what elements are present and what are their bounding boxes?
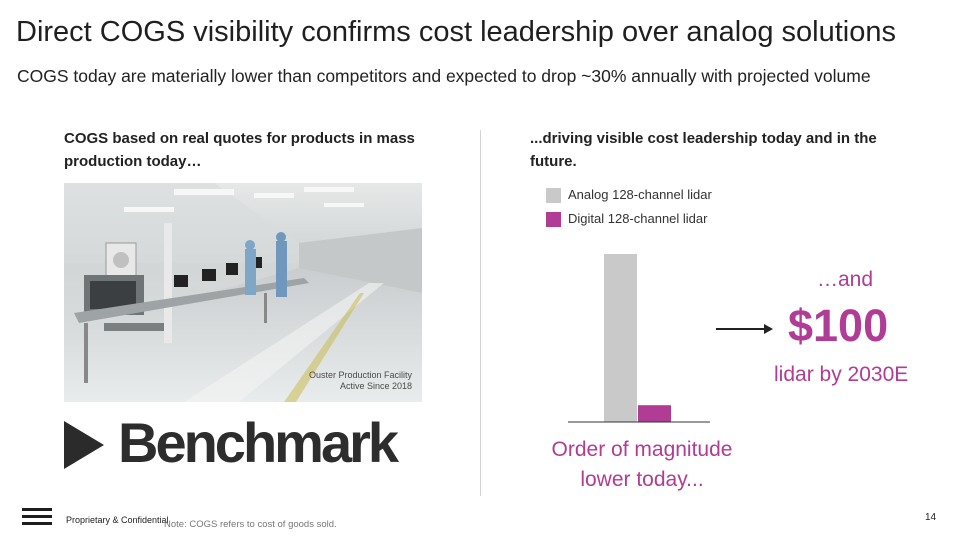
- magnitude-text: Order of magnitude lower today...: [532, 435, 752, 495]
- legend-label-digital: Digital 128-channel lidar: [568, 211, 708, 226]
- arrow-head-icon: [764, 324, 773, 334]
- page-number: 14: [925, 512, 937, 523]
- legend-swatch-digital: [546, 212, 561, 228]
- legend-label-analog: Analog 128-channel lidar: [568, 187, 712, 202]
- arrow-right-icon: [716, 328, 766, 330]
- factory-photo: Ouster Production Facility Active Since …: [64, 183, 422, 402]
- magnitude-line2: lower today...: [580, 468, 704, 491]
- benchmark-logo-text: Benchmark: [118, 411, 399, 474]
- legend-item-digital: Digital 128-channel lidar: [546, 211, 708, 228]
- factory-photo-illustration: [64, 183, 422, 402]
- footnote: Note: COGS refers to cost of goods sold.: [164, 519, 337, 530]
- slide-subtitle: COGS today are materially lower than com…: [17, 66, 871, 86]
- price-text: $100: [788, 300, 889, 351]
- right-heading: ...driving visible cost leadership today…: [530, 130, 877, 170]
- legend-swatch-analog: [546, 188, 561, 204]
- photo-caption-line2: Active Since 2018: [339, 381, 412, 391]
- photo-caption: Ouster Production Facility Active Since …: [309, 370, 412, 392]
- slide-title: Direct COGS visibility confirms cost lea…: [16, 16, 897, 48]
- legend-item-analog: Analog 128-channel lidar: [546, 187, 712, 204]
- photo-caption-line1: Ouster Production Facility: [308, 370, 412, 380]
- benchmark-logo-icon: [64, 421, 104, 469]
- ouster-logo-icon: [22, 508, 52, 526]
- column-divider: [480, 130, 481, 496]
- confidential-label: Proprietary & Confidential: [66, 515, 169, 525]
- bar-analog: [604, 254, 637, 422]
- lidar-by-text: lidar by 2030E: [774, 363, 909, 386]
- magnitude-line1: Order of magnitude: [551, 438, 733, 461]
- left-heading: COGS based on real quotes for products i…: [64, 130, 415, 170]
- bar-digital: [638, 405, 671, 422]
- cost-bar-chart: [568, 254, 710, 423]
- and-text: …and: [817, 268, 874, 291]
